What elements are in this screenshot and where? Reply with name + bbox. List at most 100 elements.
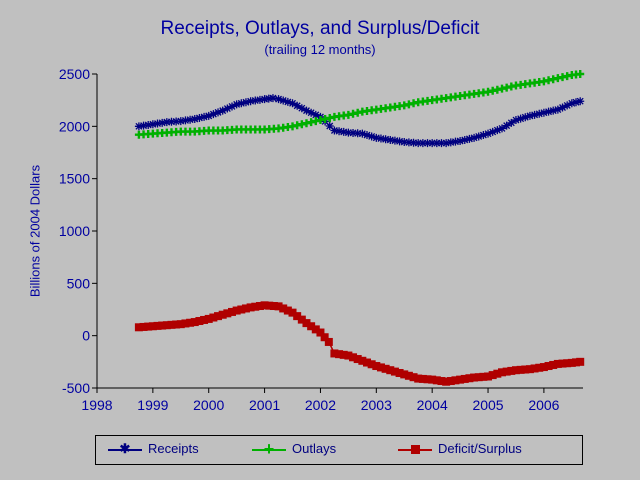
- data-point-receipts: [576, 97, 585, 106]
- data-point-deficit-surplus: [451, 376, 460, 385]
- data-point-outlays: [576, 70, 585, 78]
- data-point-receipts: [195, 113, 204, 122]
- data-point-receipts: [162, 118, 171, 127]
- data-point-receipts: [404, 138, 413, 147]
- data-point-receipts: [442, 139, 451, 148]
- y-ticks: 2500 2000 1500 1000 500 0 -500: [59, 66, 97, 396]
- y-tick-label: 500: [67, 275, 91, 291]
- data-point-deficit-surplus: [228, 307, 236, 316]
- data-point-receipts: [251, 96, 260, 105]
- data-point-receipts: [158, 118, 167, 127]
- legend-label-deficit-surplus: Deficit/Surplus: [438, 441, 522, 456]
- data-point-receipts: [507, 118, 516, 127]
- data-point-deficit-surplus: [148, 322, 157, 331]
- data-point-deficit-surplus: [386, 366, 395, 375]
- data-point-receipts: [418, 139, 427, 148]
- legend-marker-receipts: ✱: [119, 441, 131, 456]
- data-point-receipts: [297, 104, 306, 113]
- data-point-receipts: [255, 95, 264, 104]
- data-point-deficit-surplus: [255, 302, 264, 311]
- data-point-receipts: [558, 103, 567, 112]
- data-point-deficit-surplus: [511, 366, 520, 375]
- data-point-receipts: [228, 102, 236, 111]
- data-point-deficit-surplus: [190, 318, 199, 327]
- data-point-receipts: [279, 96, 288, 105]
- data-point-deficit-surplus: [181, 319, 190, 328]
- data-point-receipts: [204, 111, 213, 120]
- data-point-deficit-surplus: [479, 372, 488, 381]
- data-point-deficit-surplus: [372, 362, 381, 371]
- x-tick-label: 2001: [249, 397, 280, 413]
- data-point-receipts: [353, 129, 362, 138]
- legend-item-outlays: + Outlays: [244, 436, 394, 464]
- data-point-deficit-surplus: [344, 351, 353, 360]
- data-point-deficit-surplus: [558, 359, 567, 368]
- data-point-deficit-surplus: [167, 320, 176, 329]
- data-point-receipts: [139, 121, 148, 130]
- data-point-receipts: [511, 116, 520, 125]
- data-point-receipts: [423, 139, 432, 148]
- data-point-deficit-surplus: [302, 319, 311, 328]
- data-point-receipts: [325, 121, 334, 130]
- y-tick-label: 2000: [59, 118, 90, 134]
- data-point-deficit-surplus: [460, 374, 469, 383]
- data-point-receipts: [376, 134, 385, 143]
- data-point-deficit-surplus: [297, 315, 306, 324]
- data-point-deficit-surplus: [525, 365, 534, 374]
- data-point-deficit-surplus: [335, 350, 344, 359]
- data-point-receipts: [395, 137, 404, 146]
- data-point-receipts: [335, 127, 344, 136]
- data-point-deficit-surplus: [283, 306, 292, 315]
- data-point-receipts: [264, 94, 273, 103]
- legend-label-outlays: Outlays: [292, 441, 337, 456]
- data-point-receipts: [470, 133, 479, 142]
- data-point-receipts: [307, 108, 316, 117]
- data-point-deficit-surplus: [437, 377, 446, 386]
- x-ticks: 1998 1999 2000 2001 2002 2003 2004 2005 2006: [81, 388, 560, 413]
- data-point-deficit-surplus: [521, 365, 530, 374]
- data-point-receipts: [460, 135, 469, 144]
- data-point-receipts: [474, 132, 483, 141]
- data-point-deficit-surplus: [330, 349, 339, 358]
- data-point-receipts: [428, 139, 437, 148]
- data-point-deficit-surplus: [381, 364, 390, 373]
- x-tick-label: 2004: [417, 397, 448, 413]
- data-point-deficit-surplus: [390, 367, 399, 376]
- data-point-receipts: [479, 131, 488, 140]
- data-point-receipts: [493, 126, 502, 135]
- data-point-deficit-surplus: [279, 304, 288, 313]
- y-tick-label: 0: [82, 328, 90, 344]
- data-point-deficit-surplus: [251, 302, 260, 311]
- data-point-deficit-surplus: [158, 321, 167, 330]
- legend-label-receipts: Receipts: [148, 441, 199, 456]
- data-point-deficit-surplus: [269, 302, 278, 311]
- x-tick-label: 1999: [137, 397, 168, 413]
- data-point-receipts: [414, 139, 423, 148]
- data-point-receipts: [153, 119, 162, 128]
- x-tick-label: 2002: [305, 397, 336, 413]
- data-point-receipts: [223, 104, 232, 113]
- data-point-deficit-surplus: [539, 363, 548, 372]
- data-point-receipts: [488, 127, 497, 136]
- data-point-receipts: [437, 139, 446, 148]
- data-point-deficit-surplus: [349, 353, 358, 362]
- data-point-receipts: [218, 106, 227, 115]
- data-point-receipts: [134, 122, 143, 131]
- data-point-deficit-surplus: [484, 372, 493, 381]
- data-point-receipts: [465, 134, 474, 143]
- data-point-deficit-surplus: [320, 333, 329, 342]
- data-point-receipts: [432, 139, 441, 148]
- data-point-deficit-surplus: [395, 368, 404, 377]
- data-point-deficit-surplus: [502, 367, 511, 376]
- data-point-deficit-surplus: [530, 364, 539, 373]
- data-point-deficit-surplus: [153, 321, 162, 330]
- data-point-receipts: [311, 110, 320, 119]
- data-point-receipts: [283, 97, 292, 106]
- data-point-deficit-surplus: [400, 370, 409, 379]
- legend-marker-deficit-surplus: [411, 445, 420, 454]
- data-point-deficit-surplus: [172, 320, 181, 329]
- data-point-receipts: [372, 133, 381, 142]
- data-point-receipts: [390, 136, 399, 145]
- data-point-deficit-surplus: [176, 320, 185, 329]
- data-point-receipts: [386, 135, 395, 144]
